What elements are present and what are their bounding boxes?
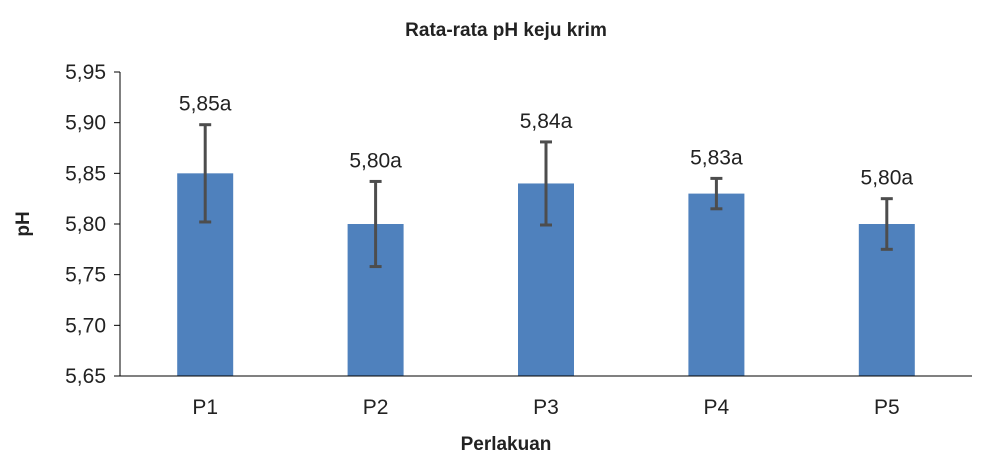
y-tick-label: 5,75 (65, 264, 106, 287)
data-label-p2: 5,80a (349, 149, 402, 172)
chart-title: Rata-rata pH keju krim (405, 20, 607, 41)
data-labels: 5,85a 5,80a 5,84a 5,83a 5,80a (179, 93, 913, 190)
y-axis: 5,65 5,70 5,75 5,80 5,85 5,90 5,95 (65, 61, 120, 388)
error-bar-p3 (540, 140, 552, 227)
y-tick-label: 5,65 (65, 365, 106, 388)
x-tick-label-p5: P5 (874, 396, 900, 419)
y-axis-title: pH (13, 211, 34, 236)
y-tick-label: 5,85 (65, 162, 106, 185)
data-label-p1: 5,85a (179, 93, 232, 116)
x-tick-label-p1: P1 (192, 396, 218, 419)
x-tick-label-p3: P3 (533, 396, 559, 419)
error-bar-p2 (369, 179, 382, 269)
x-axis-title: Perlakuan (461, 434, 552, 455)
data-label-p4: 5,83a (690, 146, 743, 169)
data-label-p3: 5,84a (520, 110, 573, 133)
error-bar-p1 (199, 123, 212, 224)
error-bar-p4 (710, 176, 723, 211)
x-axis: P1 P2 P3 P4 P5 (192, 396, 899, 419)
y-tick-label: 5,80 (65, 213, 106, 236)
error-bar-p5 (880, 197, 893, 251)
y-tick-label: 5,95 (65, 61, 106, 84)
y-tick-label: 5,70 (65, 314, 106, 337)
data-label-p5: 5,80a (861, 167, 914, 190)
y-tick-label: 5,90 (65, 112, 106, 135)
bar-p4 (688, 193, 745, 376)
error-bars (199, 123, 893, 269)
x-tick-label-p2: P2 (363, 396, 389, 419)
x-tick-label-p4: P4 (704, 396, 730, 419)
